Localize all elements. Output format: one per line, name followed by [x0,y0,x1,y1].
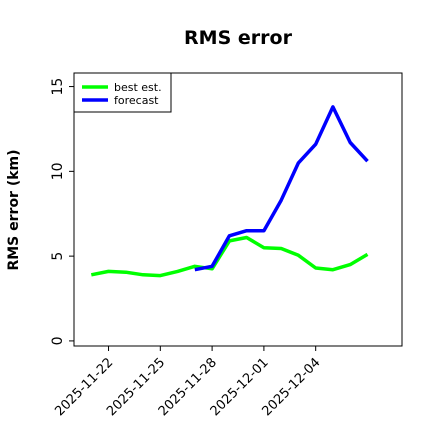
legend-label: forecast [114,94,159,107]
y-axis-label: RMS error (km) [6,149,22,270]
series-line-forecast [194,105,369,272]
plot-area: 0510152025-11-222025-11-252025-11-282025… [50,72,403,419]
legend-label: best est. [114,81,162,94]
y-tick-label: 10 [50,162,66,180]
y-tick-label: 5 [50,252,66,261]
y-tick-label: 0 [50,336,66,345]
chart-title: RMS error [184,27,293,49]
y-tick-label: 15 [50,78,66,96]
legend: best est.forecast [73,72,172,113]
series-line-best-est [90,235,369,278]
plot-frame [73,72,403,347]
legend-box [73,72,172,113]
